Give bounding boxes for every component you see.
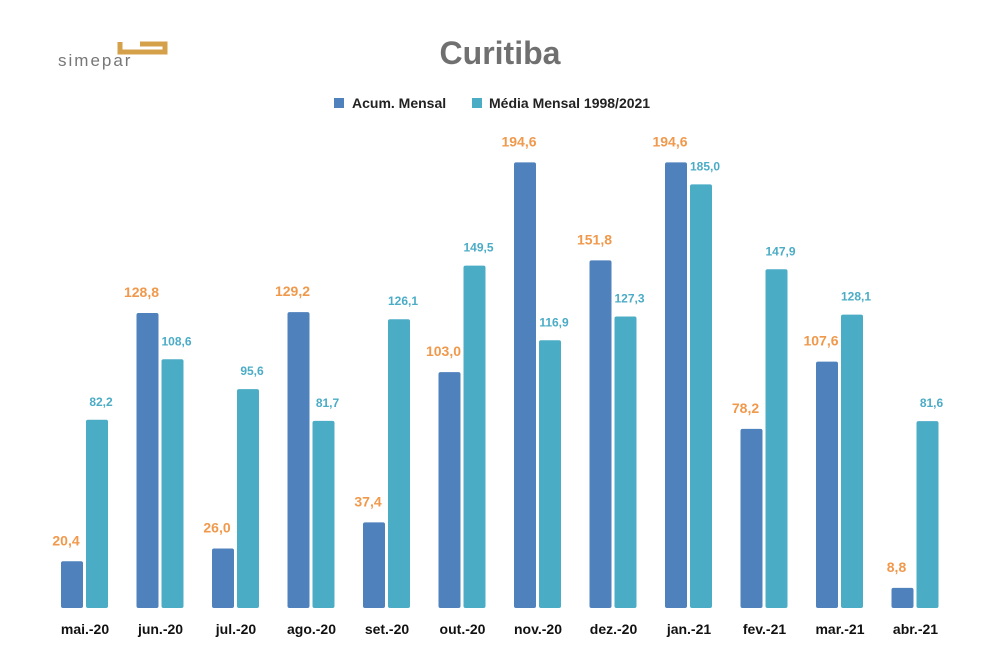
legend: Acum. Mensal Média Mensal 1998/2021 <box>334 95 650 111</box>
label-acum-ago.-20: 129,2 <box>275 283 310 299</box>
label-acum-set.-20: 37,4 <box>354 493 381 509</box>
bar-media-jul.-20 <box>237 389 259 608</box>
logo-text: simepar <box>58 51 132 70</box>
label-acum-dez.-20: 151,8 <box>577 231 612 247</box>
bar-acum-abr.-21 <box>891 587 914 608</box>
x-tick-mai.-20: mai.-20 <box>61 621 109 637</box>
chart-title: Curitiba <box>440 35 561 71</box>
bar-acum-jun.-20 <box>136 313 159 608</box>
label-acum-jun.-20: 128,8 <box>124 284 159 300</box>
label-media-ago.-20: 81,7 <box>316 396 340 410</box>
label-media-jul.-20: 95,6 <box>240 364 264 378</box>
label-acum-jan.-21: 194,6 <box>652 133 687 149</box>
bar-acum-out.-20 <box>438 372 461 608</box>
bar-media-fev.-21 <box>765 269 788 608</box>
bar-media-jan.-21 <box>690 184 712 608</box>
label-media-nov.-20: 116,9 <box>539 315 569 329</box>
simepar-logo: simepar <box>58 41 168 70</box>
bar-acum-set.-20 <box>363 522 385 608</box>
x-tick-out.-20: out.-20 <box>440 621 486 637</box>
bar-media-out.-20 <box>463 265 486 608</box>
bar-media-ago.-20 <box>312 420 335 608</box>
bar-acum-mai.-20 <box>61 561 83 608</box>
bar-acum-mar.-21 <box>816 361 838 608</box>
label-acum-nov.-20: 194,6 <box>501 133 536 149</box>
label-acum-abr.-21: 8,8 <box>887 559 907 575</box>
bar-media-set.-20 <box>388 319 410 608</box>
label-media-abr.-21: 81,6 <box>920 396 944 410</box>
legend-label-acum: Acum. Mensal <box>352 95 446 111</box>
bar-media-abr.-21 <box>916 421 939 608</box>
legend-label-media: Média Mensal 1998/2021 <box>489 95 650 111</box>
x-tick-nov.-20: nov.-20 <box>514 621 562 637</box>
legend-swatch-media <box>472 98 482 108</box>
label-media-jan.-21: 185,0 <box>690 159 720 173</box>
bar-media-jun.-20 <box>161 359 184 608</box>
label-media-fev.-21: 147,9 <box>765 244 795 258</box>
label-acum-mai.-20: 20,4 <box>52 532 79 548</box>
label-media-mai.-20: 82,2 <box>89 395 113 409</box>
bar-acum-jan.-21 <box>665 162 687 608</box>
label-acum-out.-20: 103,0 <box>426 343 461 359</box>
x-tick-jun.-20: jun.-20 <box>137 621 183 637</box>
x-tick-jul.-20: jul.-20 <box>215 621 257 637</box>
label-media-out.-20: 149,5 <box>463 241 493 255</box>
legend-swatch-acum <box>334 98 344 108</box>
bar-acum-ago.-20 <box>287 312 310 608</box>
bar-media-mai.-20 <box>86 419 108 608</box>
label-acum-fev.-21: 78,2 <box>732 400 759 416</box>
x-tick-fev.-21: fev.-21 <box>743 621 787 637</box>
x-tick-mar.-21: mar.-21 <box>815 621 864 637</box>
label-media-dez.-20: 127,3 <box>614 291 644 305</box>
x-tick-abr.-21: abr.-21 <box>893 621 938 637</box>
bar-media-dez.-20 <box>614 316 637 608</box>
bar-acum-jul.-20 <box>212 548 234 608</box>
bar-acum-dez.-20 <box>589 260 612 608</box>
bars: 20,4 82,2 128,8 108,6 26,0 95,6 129,2 81,7 37,4 1… <box>52 133 944 608</box>
x-tick-jan.-21: jan.-21 <box>666 621 712 637</box>
label-media-jun.-20: 108,6 <box>161 334 191 348</box>
x-tick-set.-20: set.-20 <box>365 621 410 637</box>
bar-media-mar.-21 <box>841 314 863 608</box>
label-acum-jul.-20: 26,0 <box>203 519 230 535</box>
x-tick-dez.-20: dez.-20 <box>590 621 638 637</box>
x-axis: mai.-20 jun.-20 jul.-20 ago.-20 set.-20 out.-… <box>61 621 938 637</box>
x-tick-ago.-20: ago.-20 <box>287 621 336 637</box>
label-media-set.-20: 126,1 <box>388 294 418 308</box>
bar-media-nov.-20 <box>539 340 561 608</box>
label-acum-mar.-21: 107,6 <box>803 333 838 349</box>
label-media-mar.-21: 128,1 <box>841 290 871 304</box>
bar-acum-nov.-20 <box>514 162 536 608</box>
bar-acum-fev.-21 <box>740 428 763 608</box>
